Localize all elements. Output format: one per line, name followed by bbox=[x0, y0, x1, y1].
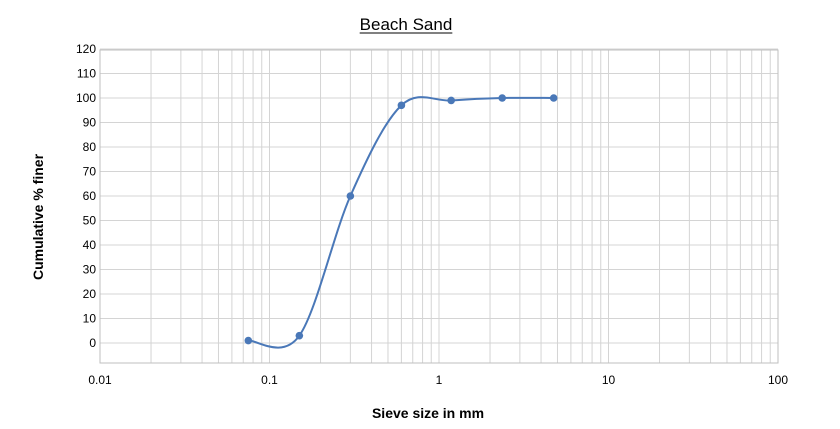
y-tick-label: 80 bbox=[83, 140, 97, 154]
y-tick-label: 20 bbox=[83, 287, 97, 301]
y-tick-label: 10 bbox=[83, 312, 97, 326]
plot-area-frame bbox=[99, 49, 779, 364]
x-tick-label: 100 bbox=[768, 373, 788, 387]
y-tick-label: 30 bbox=[83, 263, 97, 277]
x-tick-label: 1 bbox=[436, 373, 443, 387]
y-tick-label: 110 bbox=[77, 67, 96, 81]
y-tick-label: 0 bbox=[89, 336, 96, 350]
data-point bbox=[295, 331, 304, 340]
x-tick-label: 10 bbox=[602, 373, 616, 387]
y-tick-label: 90 bbox=[83, 116, 97, 130]
y-tick-label: 60 bbox=[83, 189, 97, 203]
y-tick-label: 50 bbox=[83, 214, 97, 228]
x-tick-label: 0.01 bbox=[88, 373, 112, 387]
chart-title: Beach Sand bbox=[360, 15, 453, 34]
data-point bbox=[346, 192, 355, 200]
y-tick-labels: 0 10 20 30 40 50 60 70 80 90 100 110 120 bbox=[76, 42, 96, 350]
y-tick-label: 100 bbox=[76, 91, 96, 105]
x-tick-label: 0.1 bbox=[261, 373, 278, 387]
data-point bbox=[549, 94, 558, 102]
grid-lines bbox=[99, 48, 778, 363]
data-point bbox=[447, 96, 455, 105]
y-tick-label: 120 bbox=[76, 42, 96, 56]
y-axis-label: Cumulative % finer bbox=[30, 153, 46, 280]
x-axis-label: Sieve size in mm bbox=[372, 405, 484, 421]
data-point bbox=[397, 101, 406, 110]
data-point bbox=[244, 336, 253, 345]
y-tick-label: 40 bbox=[83, 238, 97, 252]
data-point bbox=[498, 94, 507, 102]
x-tick-labels: 0.01 0.1 1 10 100 bbox=[88, 373, 788, 387]
series-layer bbox=[244, 94, 558, 349]
y-tick-label: 70 bbox=[83, 165, 97, 179]
